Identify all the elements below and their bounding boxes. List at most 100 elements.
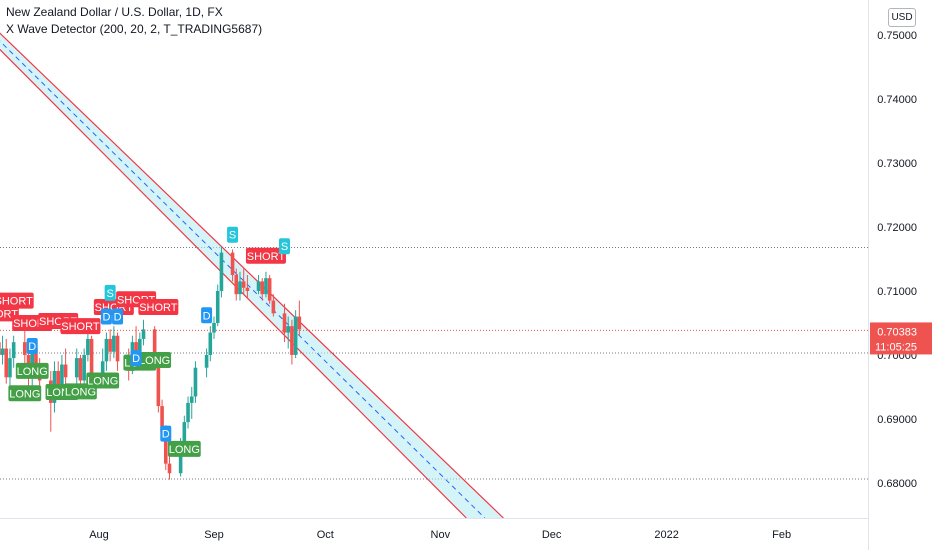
candle-body [11, 342, 16, 359]
candle-body [286, 326, 291, 333]
candle-body [215, 290, 220, 323]
signal-tag-box [138, 352, 172, 369]
candle-body [104, 338, 109, 362]
candle-body [4, 348, 9, 378]
currency-button[interactable]: USD [888, 8, 916, 27]
candle [212, 316, 216, 339]
signal-tag-label: D [132, 353, 140, 365]
candle [23, 329, 27, 365]
candle-body [282, 313, 287, 333]
signal-tag-box [0, 292, 34, 309]
signal-tag-box [138, 298, 179, 315]
candle-body [112, 335, 116, 352]
candle-body [60, 364, 64, 387]
d-signal-tag: D [100, 308, 112, 325]
current-price-label: 0.70383 11:05:25 [870, 322, 932, 355]
candle [286, 316, 291, 349]
candle [4, 338, 9, 384]
candle [271, 294, 276, 317]
long-signal-tag: LONG [8, 385, 42, 402]
time-tick-label: Dec [542, 529, 562, 541]
bar-countdown: 11:05:25 [875, 341, 917, 353]
candle [297, 300, 302, 336]
short-signal-tag: SHORT [245, 247, 286, 264]
candle-body [156, 358, 161, 407]
long-signal-tag: LONG [15, 362, 49, 379]
signal-tag-label: S [281, 241, 288, 253]
signal-tag-label: SHORT [247, 251, 286, 263]
time-tick-label: Nov [431, 529, 451, 541]
signal-tag-box [26, 337, 38, 354]
signal-tag-box [86, 372, 120, 389]
candle-body [293, 316, 298, 355]
signal-tag-box [8, 385, 42, 402]
candle-body [34, 348, 38, 365]
candle [189, 386, 194, 419]
indicator-title[interactable]: X Wave Detector (200, 20, 2, T_TRADING56… [6, 22, 263, 36]
candle [245, 274, 250, 298]
candle-body [115, 335, 120, 362]
signal-tag-label: SHORT [61, 321, 100, 333]
price-tick-label: 0.72000 [877, 222, 917, 234]
signal-tag-box [279, 238, 290, 255]
candle [63, 348, 68, 384]
candle [230, 249, 235, 282]
signal-tag-label: LONG [139, 355, 170, 367]
signal-tag-label: D [203, 310, 211, 322]
candle [104, 332, 109, 371]
candle-body [234, 274, 239, 295]
candle [141, 319, 146, 346]
candle [11, 335, 16, 368]
d-signal-tag: D [201, 307, 213, 324]
plot-background [0, 0, 868, 518]
long-signal-tag: LONG [167, 440, 201, 457]
signal-tag-box [245, 247, 286, 264]
candle [256, 274, 261, 295]
candle-body [204, 354, 209, 368]
short-signal-tag: SHORT [138, 298, 179, 315]
candle-body [267, 278, 272, 301]
signal-tag-label: D [162, 429, 170, 441]
candle-body [100, 361, 105, 378]
signal-tag-label: LONG [9, 388, 40, 400]
candle-body [56, 370, 60, 387]
d-signal-tag: D [130, 350, 142, 367]
candle [238, 271, 242, 301]
candle-body [138, 338, 142, 355]
signal-tag-label: D [28, 341, 36, 353]
candle [115, 332, 120, 371]
time-tick-label: Feb [772, 529, 791, 541]
candle-body [260, 281, 265, 295]
candle [234, 268, 239, 301]
time-axis-panel [0, 518, 868, 550]
signal-tag-label: D [102, 312, 110, 324]
candle-body [89, 338, 94, 378]
chart-legend: New Zealand Dollar / U.S. Dollar, 1D, FX… [6, 4, 262, 38]
candle [112, 326, 116, 359]
candle-body [186, 402, 190, 423]
candle-body [264, 278, 268, 295]
candle-body [182, 422, 187, 445]
candle [193, 361, 198, 403]
short-signal-tag: SHORT [60, 318, 101, 335]
s-signal-tag: S [279, 238, 290, 255]
candle-body [74, 358, 79, 378]
price-axis-panel [868, 0, 932, 550]
candle [267, 274, 272, 304]
candle [290, 319, 294, 365]
signal-tag-label: S [106, 288, 113, 300]
candle-body [163, 431, 168, 464]
d-signal-tag: D [112, 308, 124, 325]
signal-tag-label: LONG [87, 376, 118, 388]
candle-body [219, 252, 224, 291]
s-signal-tag: S [227, 226, 239, 243]
candle-body [86, 338, 90, 355]
candle [82, 348, 86, 384]
time-tick-label: Aug [89, 529, 109, 541]
candle-body [63, 364, 68, 378]
signal-tag-box [60, 318, 101, 335]
candle-body [78, 358, 83, 381]
symbol-title[interactable]: New Zealand Dollar / U.S. Dollar, 1D, FX [6, 5, 223, 19]
